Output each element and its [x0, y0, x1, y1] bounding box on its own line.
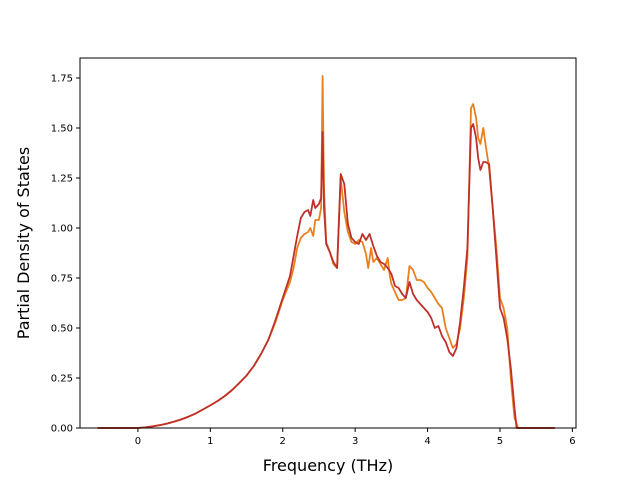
y-axis-ticks: 0.00 0.25 0.50 0.75 1.00 1.25 1.50 1.75 [51, 74, 80, 435]
x-axis-label: Frequency (THz) [263, 456, 393, 475]
x-tick-label: 3 [352, 436, 358, 447]
y-tick-label: 1.25 [51, 174, 73, 185]
x-tick-label: 0 [135, 436, 141, 447]
x-tick-label: 4 [424, 436, 430, 447]
series-line-2 [97, 123, 556, 429]
x-tick-label: 5 [497, 436, 503, 447]
x-axis-ticks: 0 1 2 3 4 5 6 [135, 428, 576, 447]
y-tick-label: 0.50 [51, 324, 73, 335]
y-tick-label: 0.75 [51, 274, 73, 285]
y-tick-label: 0.25 [51, 374, 73, 385]
x-tick-label: 1 [207, 436, 213, 447]
y-tick-label: 1.00 [51, 224, 73, 235]
x-tick-label: 2 [280, 436, 286, 447]
y-tick-label: 1.75 [51, 74, 73, 85]
series-line-1 [97, 75, 556, 429]
y-tick-label: 0.00 [51, 424, 73, 435]
y-axis-label: Partial Density of States [14, 147, 33, 339]
series-group [97, 75, 556, 429]
plot-frame [79, 57, 577, 429]
x-tick-label: 6 [569, 436, 575, 447]
y-tick-label: 1.50 [51, 124, 73, 135]
